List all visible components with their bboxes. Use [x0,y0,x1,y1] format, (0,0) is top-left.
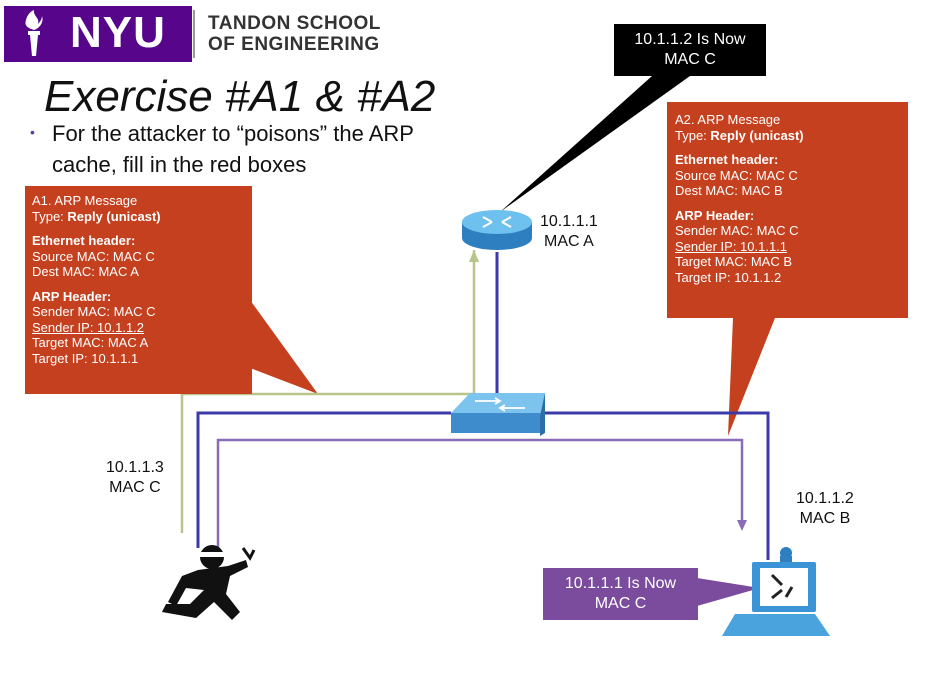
a2-dest-mac: Dest MAC: MAC B [675,183,783,198]
bullet-icon: • [30,124,35,140]
a2-arp-header: ARP Header: [675,207,755,223]
brand-school-line1: TANDON SCHOOL [208,13,381,34]
a1-arp-header: ARP Header: [32,288,112,304]
a1-sender-mac: Sender MAC: MAC C [32,304,156,319]
router-icon [462,210,532,250]
brand-school-line2: OF ENGINEERING [208,34,380,55]
victim-label: 10.1.1.2 MAC B [796,489,854,529]
callout-victim-line1: 10.1.1.1 Is Now [564,575,677,592]
attacker-mac: MAC C [109,479,161,496]
router-label: 10.1.1.1 MAC A [540,212,598,252]
arp-box-a2: A2. ARP Message Type: Reply (unicast) Et… [667,102,908,318]
a1-target-ip: Target IP: 10.1.1.1 [32,350,139,366]
a2-source-mac: Source MAC: MAC C [675,167,798,183]
a1-sender-ip: Sender IP: 10.1.1.2 [32,319,145,335]
a2-sender-ip: Sender IP: 10.1.1.1 [675,238,788,254]
a1-dest-mac: Dest MAC: MAC A [32,264,139,279]
a1-target-mac: Target MAC: MAC A [32,335,149,350]
arp-box-a1: A1. ARP Message Type: Reply (unicast) Et… [25,186,252,394]
link-attacker-router [180,250,476,533]
callout-victim-line2: MAC C [594,595,647,612]
redbox-tail-a2 [728,318,775,436]
link-switch-victim [545,411,770,560]
switch-icon [451,393,545,436]
slide-bullet: For the attacker to “poisons” the ARP ca… [52,121,414,177]
link-arrowhead-victim [737,520,747,531]
a2-target-ip: Target IP: 10.1.1.2 [675,269,782,285]
torch-icon [25,10,43,56]
callout-tail-router [500,76,690,212]
nyu-logo-box [4,6,192,62]
callout-router-line1: 10.1.1.2 Is Now [634,31,746,48]
a2-target-mac: Target MAC: MAC B [675,254,793,269]
redbox-tail-a1 [250,300,318,394]
a2-eth-header: Ethernet header: [675,152,779,167]
router-ip: 10.1.1.1 [540,213,598,230]
a1-eth-header: Ethernet header: [32,233,136,248]
callout-router-poisoned: 10.1.1.2 Is Now MAC C [614,24,766,76]
laptop-icon [722,547,830,636]
callout-router-line2: MAC C [664,51,716,68]
callout-victim-poisoned: 10.1.1.1 Is Now MAC C [543,568,698,620]
link-switch-attacker [196,411,451,548]
attacker-label: 10.1.1.3 MAC C [106,458,164,498]
brand-name: NYU [70,8,166,57]
victim-mac: MAC B [799,510,851,527]
a2-title: A2. ARP Message [675,112,781,127]
a1-type: Type: Reply (unicast) [32,208,161,224]
victim-ip: 10.1.1.2 [796,490,854,507]
a1-title: A1. ARP Message [32,193,138,208]
attacker-icon [162,545,256,620]
brand-school: TANDON SCHOOL OF ENGINEERING [208,13,381,55]
router-mac: MAC A [544,233,594,250]
attacker-ip: 10.1.1.3 [106,459,164,476]
a2-sender-mac: Sender MAC: MAC C [675,223,799,238]
link-arrowhead-router [469,250,479,262]
brand-divider [193,10,195,58]
link-attacker-victim [216,438,744,548]
slide-title: Exercise #A1 & #A2 [44,72,436,121]
a1-source-mac: Source MAC: MAC C [32,248,155,264]
callout-tail-victim [697,578,760,606]
a2-type: Type: Reply (unicast) [675,127,804,143]
